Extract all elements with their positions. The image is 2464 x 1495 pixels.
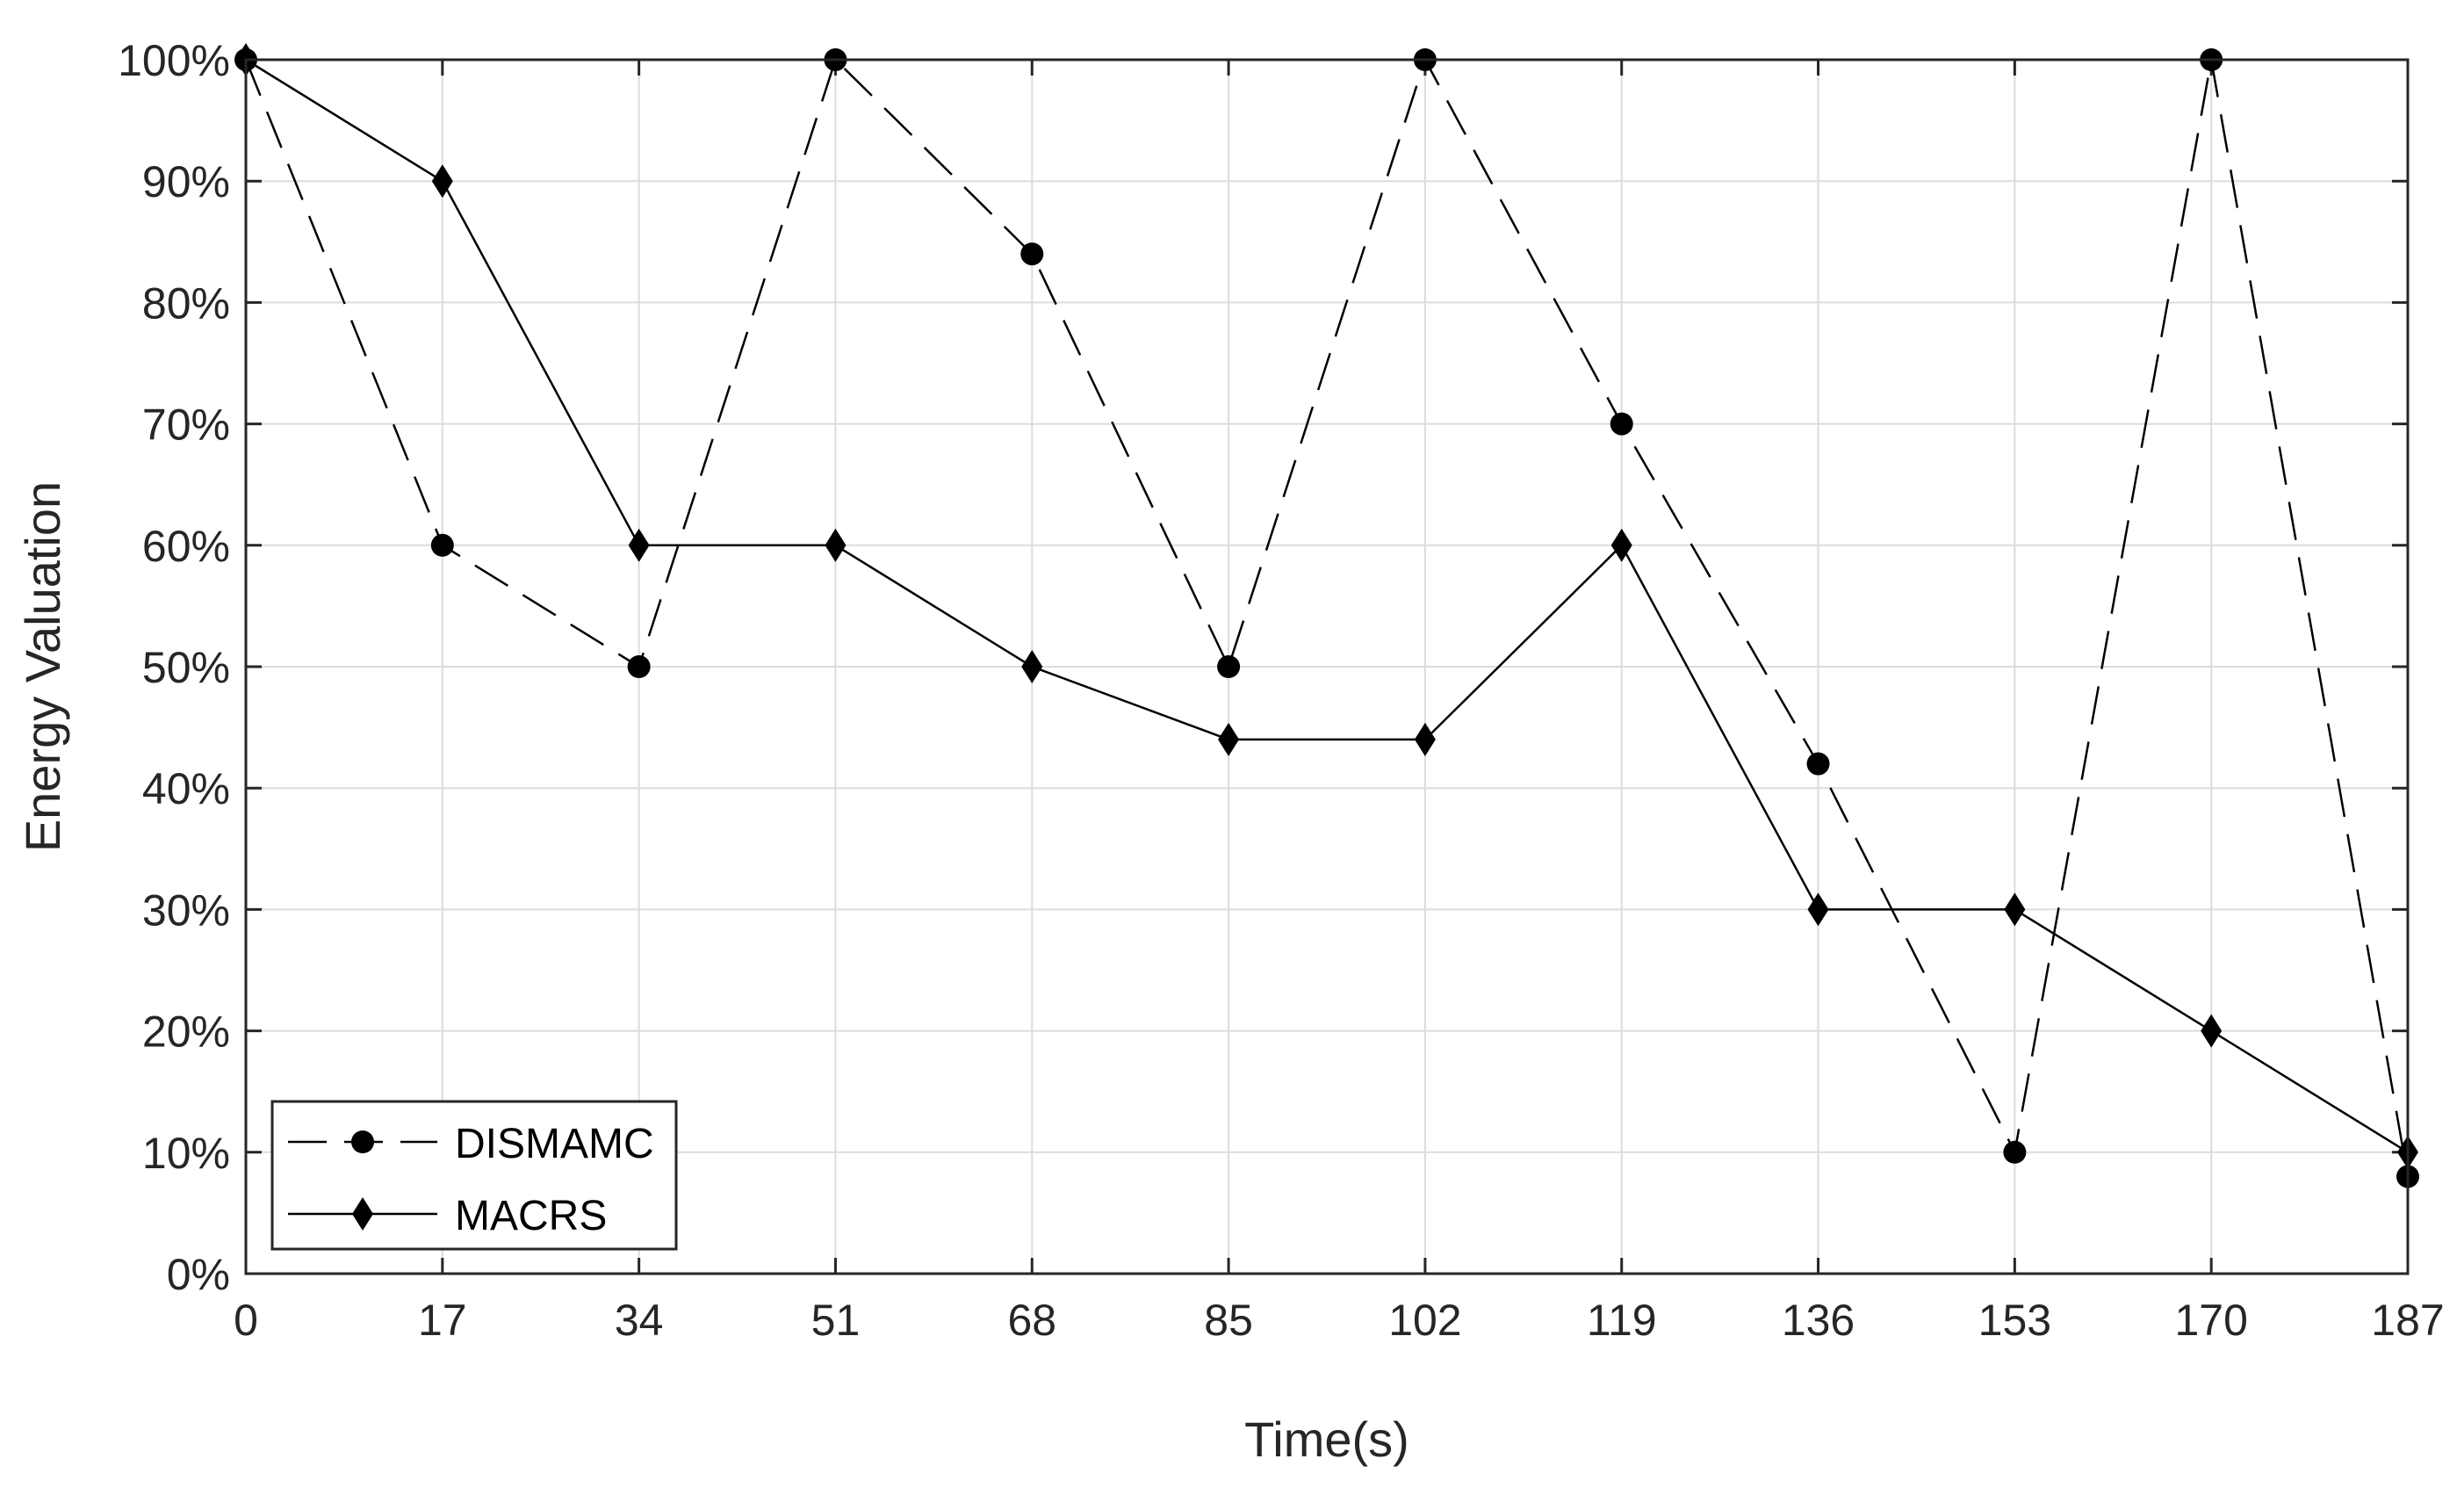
x-tick-label: 34: [615, 1296, 664, 1345]
data-point-macrs: [2201, 1014, 2223, 1048]
x-tick-label: 51: [811, 1296, 861, 1345]
x-tick-label: 170: [2174, 1296, 2247, 1345]
data-point-macrs: [825, 528, 847, 562]
legend-box: [270, 1100, 678, 1251]
y-tick-label: 70%: [142, 401, 230, 450]
y-tick-label: 20%: [142, 1008, 230, 1057]
legend-label: MACRS: [455, 1193, 607, 1239]
data-point-dismamc: [1610, 412, 1633, 436]
x-tick-label: 102: [1388, 1296, 1461, 1345]
y-tick-label: 30%: [142, 885, 230, 935]
y-tick-label: 50%: [142, 643, 230, 692]
tick-labels: 0 17 34 51 68 85 102 119 136 153 170 187 0% 10% 20% 30%…: [118, 36, 2445, 1345]
data-point-macrs: [1218, 722, 1240, 756]
data-point-macrs: [1807, 892, 1829, 927]
data-point-macrs: [1414, 722, 1436, 756]
data-point-macrs: [1610, 528, 1632, 562]
data-point-dismamc: [430, 533, 454, 557]
legend-entry-macrs: MACRS: [288, 1193, 607, 1239]
y-tick-label: 90%: [142, 157, 230, 206]
legend: DISMAMC MACRS: [270, 1100, 678, 1251]
data-point-macrs: [431, 164, 453, 199]
x-tick-label: 0: [234, 1296, 258, 1345]
legend-entry-dismamc: DISMAMC: [288, 1121, 654, 1167]
y-tick-label: 60%: [142, 522, 230, 571]
data-point-macrs: [2004, 892, 2026, 927]
series-layer: [234, 43, 2419, 1188]
y-tick-label: 40%: [142, 764, 230, 813]
y-tick-label: 10%: [142, 1129, 230, 1178]
grid: [245, 59, 2409, 1275]
data-point-dismamc: [1020, 242, 1044, 266]
plot-frame: [244, 58, 2410, 1275]
legend-label: DISMAMC: [455, 1121, 654, 1167]
series-macrs: [235, 43, 2418, 1169]
data-point-dismamc: [1217, 655, 1241, 678]
y-tick-label: 80%: [142, 278, 230, 328]
y-tick-label: 0%: [167, 1250, 230, 1299]
y-axis-label: Energy Valuation: [15, 481, 70, 852]
x-axis-label: Time(s): [1244, 1412, 1409, 1467]
x-tick-label: 68: [1007, 1296, 1056, 1345]
series-line-macrs: [245, 58, 2409, 1153]
x-tick-label: 85: [1204, 1296, 1253, 1345]
x-tick-label: 136: [1782, 1296, 1855, 1345]
x-tick-label: 153: [1978, 1296, 2051, 1345]
legend-marker-dismamc: [351, 1130, 374, 1153]
legend-marker-macrs: [352, 1197, 373, 1231]
x-tick-label: 187: [2371, 1296, 2444, 1345]
data-point-dismamc: [2003, 1140, 2027, 1164]
x-tick-label: 119: [1587, 1296, 1657, 1345]
series-line-dismamc: [244, 58, 2410, 1177]
data-point-macrs: [628, 528, 650, 562]
series-dismamc: [234, 48, 2419, 1188]
y-tick-label: 100%: [118, 36, 230, 85]
data-point-dismamc: [627, 655, 651, 678]
data-point-macrs: [1021, 650, 1043, 683]
data-point-dismamc: [1806, 752, 1830, 776]
x-tick-label: 17: [418, 1296, 467, 1345]
